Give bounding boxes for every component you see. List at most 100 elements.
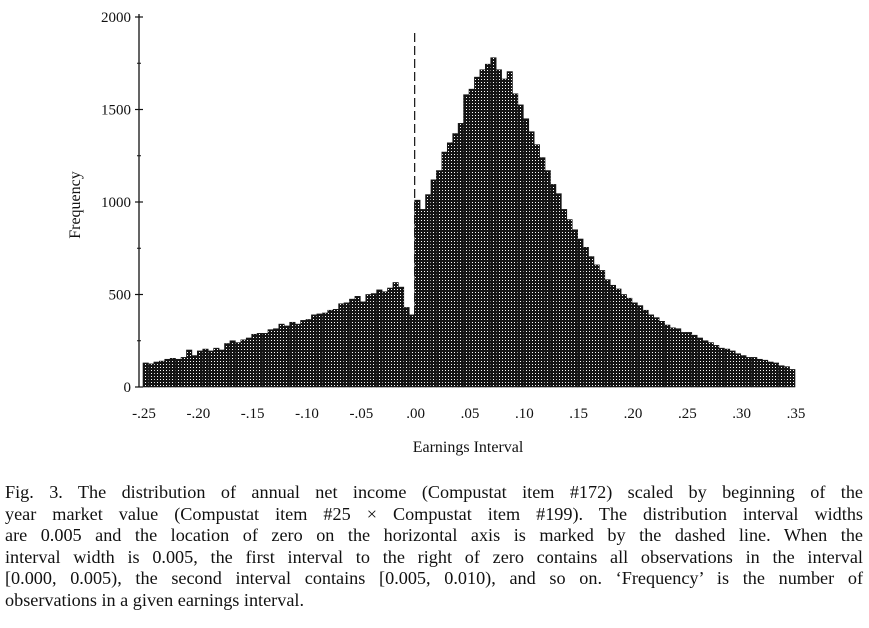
histogram-bar <box>702 340 709 388</box>
histogram-bar <box>235 342 242 388</box>
histogram-bar <box>637 305 644 388</box>
histogram-bar <box>718 347 725 388</box>
histogram-bar <box>778 365 785 388</box>
caption-line: Fig. 3. The distribution of annual net i… <box>5 482 863 502</box>
histogram-bar <box>278 323 285 388</box>
histogram-bar <box>403 307 410 388</box>
histogram-bar <box>523 118 530 388</box>
histogram-bar <box>381 291 388 388</box>
x-tick-label: .35 <box>787 406 806 422</box>
histogram-bar <box>327 309 334 388</box>
histogram-bar <box>609 284 617 388</box>
histogram-bar <box>691 334 698 388</box>
x-tick-label: .05 <box>461 406 480 422</box>
y-tick-label: 500 <box>109 288 132 304</box>
histogram-bar <box>772 362 780 388</box>
y-axis-label: Frequency <box>67 171 84 239</box>
histogram-bar <box>159 360 166 388</box>
histogram-bar <box>283 325 290 388</box>
histogram-bar <box>631 302 638 388</box>
histogram-bar <box>419 209 426 388</box>
histogram-bar <box>343 302 350 388</box>
y-tick-label: 0 <box>124 380 132 396</box>
histogram-bar <box>724 348 731 388</box>
histogram-bar <box>577 238 584 388</box>
histogram-bar <box>474 76 481 388</box>
histogram-bar <box>653 317 660 388</box>
histogram-bar <box>452 133 459 388</box>
histogram-bar <box>658 321 665 388</box>
x-axis-label: Earnings Interval <box>413 439 524 456</box>
x-tick-label: .30 <box>732 406 751 422</box>
earnings-histogram: -.25 -.20 -.15 -.10 -.05 .00 .05 .10 .15 .20 .25 .3… <box>67 10 806 456</box>
histogram-bar <box>197 350 204 388</box>
histogram-bar <box>321 312 329 388</box>
histogram-bar <box>436 170 443 388</box>
histogram-bar <box>457 123 464 388</box>
caption-line: are 0.005 and the location of zero on th… <box>5 525 863 545</box>
histogram-bar <box>186 349 193 388</box>
histogram-bar <box>148 363 155 388</box>
histogram-bar <box>479 69 486 388</box>
caption-line: interval width is 0.005, the first inter… <box>5 546 863 567</box>
histogram-bar <box>599 270 606 388</box>
histogram-bar <box>696 337 703 388</box>
x-tick-label: -.05 <box>349 406 373 422</box>
histogram-figure: -.25 -.20 -.15 -.10 -.05 .00 .05 .10 .15 .20 .25 .3… <box>67 10 806 456</box>
histogram-bar <box>555 193 562 388</box>
histogram-bar <box>441 151 448 388</box>
caption-line: year market value (Compustat item #25 × … <box>5 503 863 524</box>
bars-group <box>142 57 796 388</box>
histogram-bar <box>218 349 225 388</box>
histogram-bar <box>349 298 356 388</box>
histogram-bar <box>207 350 214 388</box>
histogram-bar <box>745 357 752 388</box>
histogram-bar <box>376 289 383 388</box>
histogram-bar <box>387 287 394 388</box>
histogram-bar <box>484 63 492 388</box>
histogram-bar <box>615 288 622 388</box>
histogram-bar <box>512 93 519 388</box>
histogram-bar <box>316 313 323 388</box>
histogram-bar <box>414 199 421 388</box>
histogram-bar <box>729 350 736 388</box>
histogram-bar <box>398 286 405 388</box>
histogram-bar <box>360 301 367 388</box>
histogram-bar <box>664 324 671 388</box>
histogram-bar <box>490 57 497 388</box>
histogram-bar <box>506 71 513 388</box>
histogram-bar <box>446 142 453 388</box>
histogram-bar <box>267 329 274 388</box>
histogram-bar <box>430 179 437 388</box>
histogram-bar <box>756 358 763 388</box>
histogram-bar <box>604 279 611 388</box>
histogram-bar <box>332 308 339 388</box>
histogram-bar <box>463 94 470 388</box>
histogram-bar <box>680 332 687 388</box>
x-tick-label: -.15 <box>241 406 265 422</box>
histogram-bar <box>245 337 252 388</box>
histogram-bar <box>392 282 399 388</box>
caption-line: [0.000, 0.005), the second interval cont… <box>5 568 863 588</box>
x-tick-label: .15 <box>569 406 588 422</box>
histogram-bar <box>224 343 231 388</box>
histogram-bar <box>669 327 676 388</box>
histogram-bar <box>365 294 372 388</box>
histogram-bar <box>175 358 182 388</box>
histogram-bar <box>229 340 236 388</box>
histogram-bar <box>762 359 769 388</box>
histogram-bar <box>142 362 149 388</box>
histogram-bar <box>789 369 796 388</box>
histogram-bar <box>240 339 247 388</box>
y-ticks-group: 0 500 1000 1500 2000 <box>101 10 143 396</box>
histogram-bar <box>675 328 682 388</box>
histogram-bar <box>588 256 595 388</box>
histogram-bar <box>408 314 415 388</box>
y-tick-label: 1500 <box>101 103 131 119</box>
histogram-bar <box>311 314 318 388</box>
histogram-bar <box>468 88 475 388</box>
histogram-bar <box>528 131 535 388</box>
x-tick-label: .00 <box>406 406 425 422</box>
y-tick-label: 2000 <box>101 10 131 26</box>
caption-line: observations in a given earnings interva… <box>5 589 305 610</box>
